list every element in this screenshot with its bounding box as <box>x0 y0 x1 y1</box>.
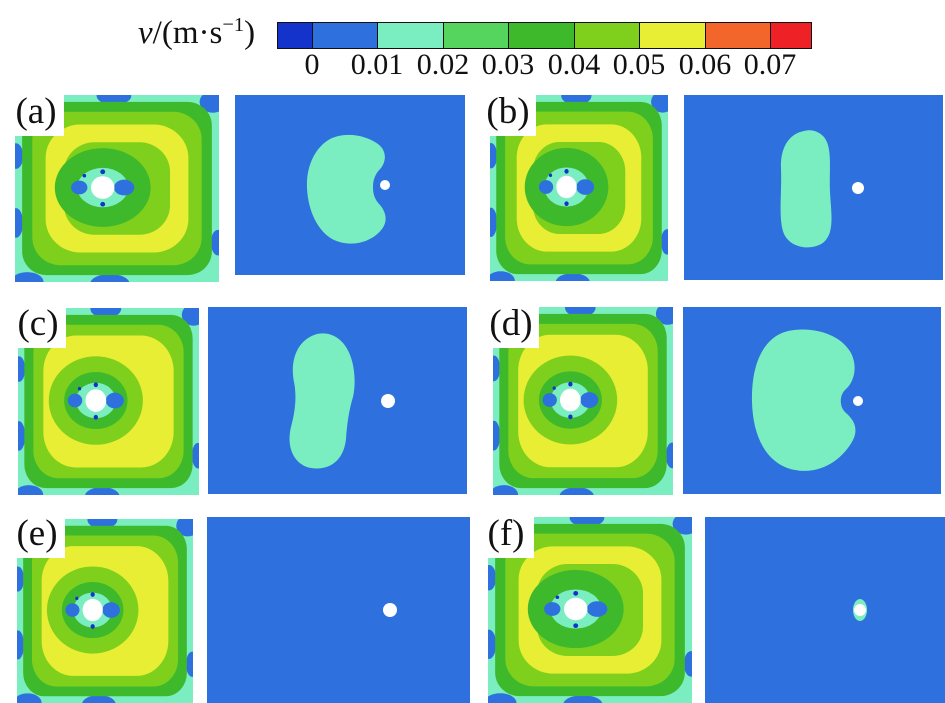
colorbar-tick-0.04: 0.04 <box>547 48 601 81</box>
velocity-region-blob <box>751 329 856 471</box>
colorbar-tick-0.02: 0.02 <box>416 48 470 81</box>
particle-dot <box>852 182 864 194</box>
colorbar-segment-0.02-0.03 <box>444 23 509 48</box>
panel-f-label: (f) <box>478 508 534 558</box>
colorbar-segment-0.05-0.06 <box>640 23 706 48</box>
colorbar-label-v: v <box>138 15 153 51</box>
panel-b-label: (b) <box>480 86 536 136</box>
panel-a-label: (a) <box>8 86 64 136</box>
colorbar-tick-0.05: 0.05 <box>612 48 666 81</box>
colorbar-label-sup: −1 <box>222 14 245 36</box>
colorbar-label-close: ) <box>244 15 256 51</box>
particle-dot <box>854 604 866 616</box>
colorbar-segment-above-0.07 <box>771 23 811 48</box>
colorbar <box>277 22 812 49</box>
colorbar-segment-below-0 <box>278 23 313 48</box>
colorbar-segment-0.03-0.04 <box>509 23 575 48</box>
velocity-region-blob <box>780 130 832 248</box>
colorbar-segment-0-0.01 <box>313 23 378 48</box>
panel-c-side-view-plot <box>208 307 467 494</box>
particle-dot <box>376 176 394 194</box>
velocity-region-blob <box>289 333 355 469</box>
colorbar-tick-0: 0 <box>304 48 320 81</box>
panel-b-side-view-plot <box>684 95 943 280</box>
panel-d-label: (d) <box>483 298 539 348</box>
particle-dot <box>381 394 395 408</box>
colorbar-tick-0.01: 0.01 <box>350 48 404 81</box>
colorbar-segment-0.04-0.05 <box>575 23 640 48</box>
colorbar-segment-0.06-0.07 <box>706 23 771 48</box>
panel-e-label: (e) <box>9 508 65 558</box>
velocity-region-blob <box>306 134 386 244</box>
colorbar-label-mid: /(m·s <box>152 15 223 51</box>
panel-e-side-view-plot <box>207 517 470 703</box>
colorbar-tick-0.07: 0.07 <box>743 48 797 81</box>
panel-a-side-view-plot <box>235 95 465 275</box>
colorbar-tick-0.03: 0.03 <box>481 48 535 81</box>
colorbar-tick-0.06: 0.06 <box>678 48 732 81</box>
particle-dot <box>849 392 867 410</box>
colorbar-segment-0.01-0.02 <box>378 23 444 48</box>
colorbar-label: v/(m·s−1) <box>138 14 255 52</box>
panel-f-side-view-plot <box>705 517 945 703</box>
panel-c-label: (c) <box>10 298 66 348</box>
panel-d-side-view-plot <box>683 307 941 494</box>
particle-dot <box>383 603 397 617</box>
